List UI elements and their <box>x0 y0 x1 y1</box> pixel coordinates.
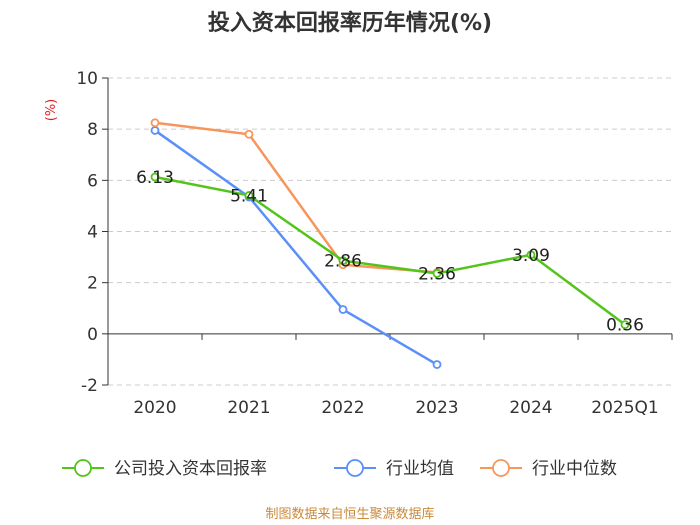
y-axis-unit-label: (%) <box>44 99 59 122</box>
series-line-1 <box>154 129 438 366</box>
data-label: 3.09 <box>512 246 550 266</box>
data-point <box>150 118 160 128</box>
chart-title: 投入资本回报率历年情况(%) <box>208 10 492 36</box>
axis-layer: -2 0 2 4 6 8 10 2020 2021 2022 2023 2024 2025Q1 <box>76 69 673 418</box>
data-label: 0.36 <box>606 316 644 336</box>
data-point <box>526 250 536 260</box>
legend-marker <box>74 459 92 477</box>
x-tick-label: 2021 <box>227 398 270 418</box>
legend-label: 行业均值 <box>386 459 454 479</box>
legend-item[interactable]: 公司投入资本回报率 <box>62 459 267 479</box>
y-tick-label: 4 <box>87 223 98 243</box>
legend-item[interactable]: 行业均值 <box>334 459 454 479</box>
data-point <box>432 360 442 369</box>
data-point <box>338 305 348 314</box>
data-label: 6.13 <box>136 168 174 188</box>
x-tick-label: 2022 <box>321 398 364 418</box>
legend-label: 行业中位数 <box>532 459 617 479</box>
legend-marker <box>346 459 364 477</box>
legend-marker <box>492 459 510 477</box>
data-label: 2.36 <box>418 264 456 284</box>
data-label: 5.41 <box>230 186 268 206</box>
data-point <box>338 256 348 266</box>
data-point <box>244 191 254 200</box>
y-tick-label: 10 <box>76 69 98 89</box>
x-tick-label: 2020 <box>133 398 176 418</box>
x-tick-label: 2024 <box>509 398 552 418</box>
legend-item[interactable]: 行业中位数 <box>480 459 617 479</box>
data-point <box>432 269 442 278</box>
y-tick-label: 2 <box>87 274 98 294</box>
data-point <box>150 172 160 182</box>
data-label-layer: 6.13 5.41 2.86 2.36 3.09 0.36 <box>136 168 644 336</box>
data-point <box>150 126 160 135</box>
series-layer <box>150 118 630 369</box>
y-tick-label: 6 <box>87 171 98 191</box>
y-tick-label: -2 <box>81 376 98 396</box>
data-point <box>620 320 630 330</box>
series-line-0 <box>154 175 626 326</box>
legend[interactable]: 公司投入资本回报率 行业均值 行业中位数 <box>62 459 617 479</box>
x-tick-label: 2023 <box>415 398 458 418</box>
data-point <box>244 129 254 139</box>
y-tick-label: 8 <box>87 120 98 140</box>
x-tick-label: 2025Q1 <box>591 398 658 418</box>
source-note: 制图数据来自恒生聚源数据库 <box>265 506 434 522</box>
data-label: 2.86 <box>324 252 362 272</box>
y-tick-label: 0 <box>87 325 98 345</box>
series-line-2 <box>154 121 438 274</box>
legend-label: 公司投入资本回报率 <box>114 459 267 479</box>
